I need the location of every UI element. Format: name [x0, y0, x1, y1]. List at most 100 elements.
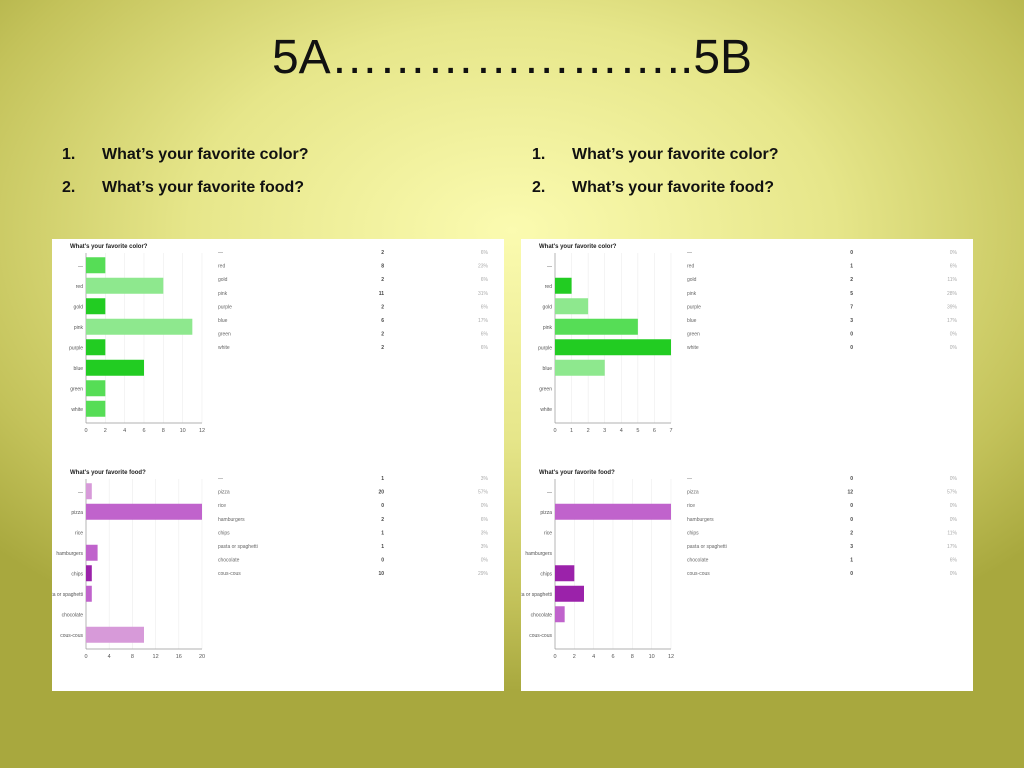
category-label: pasta or spaghetti — [521, 592, 552, 598]
table-count: 1 — [381, 476, 384, 482]
bar — [555, 585, 584, 602]
x-tick-label: 6 — [142, 428, 145, 434]
x-tick-label: 0 — [553, 428, 556, 434]
category-label: blue — [74, 366, 84, 372]
bar — [555, 359, 605, 376]
table-percent: 0% — [481, 503, 489, 509]
table-count: 2 — [381, 517, 384, 523]
color-chart-5b: What's your favorite color? 0 1 2 3 4 5 6 7 — — 0 0%… — [538, 244, 958, 434]
bar — [86, 339, 106, 356]
x-tick-label: 4 — [123, 428, 126, 434]
food-chart-5b: What's your favorite food?0 2 4 6 8 10 12—— 0 0%… — [521, 470, 958, 660]
question-item: 2. What’s your favorite food? — [62, 179, 309, 212]
bar — [86, 359, 144, 376]
table-category: purple — [218, 304, 232, 310]
x-tick-label: 10 — [180, 428, 186, 434]
bar — [555, 503, 671, 520]
table-percent: 17% — [947, 544, 958, 550]
x-tick-label: 20 — [199, 654, 205, 660]
table-category: gold — [687, 277, 697, 283]
x-tick-label: 3 — [603, 428, 606, 434]
table-percent: 6% — [481, 332, 489, 338]
bar — [86, 400, 106, 417]
table-count: 1 — [381, 544, 384, 550]
x-tick-label: 4 — [108, 654, 111, 660]
category-label: chips — [540, 571, 552, 577]
table-category: green — [218, 332, 231, 338]
results-panel-5a: What's your favorite color? 0 2 4 6 8 10 12— —2 6… — [52, 239, 504, 691]
table-count: 1 — [850, 264, 853, 270]
bar — [86, 380, 106, 397]
category-label: green — [70, 386, 83, 392]
bar — [86, 318, 193, 335]
table-percent: 0% — [950, 517, 958, 523]
bar — [555, 277, 572, 294]
category-label: purple — [538, 345, 552, 351]
question-list-5b: 1. What’s your favorite color? 2. What’s… — [532, 146, 779, 212]
table-category: purple — [687, 304, 701, 310]
bar — [86, 257, 106, 274]
table-percent: 6% — [950, 264, 958, 270]
table-count: 0 — [850, 332, 853, 338]
table-count: 0 — [381, 558, 384, 564]
x-tick-label: 2 — [587, 428, 590, 434]
table-count: 2 — [381, 332, 384, 338]
bar — [86, 298, 106, 315]
table-category: cous-cous — [687, 571, 710, 577]
question-number: 1. — [62, 146, 76, 163]
category-label: — — [547, 263, 552, 269]
table-count: 2 — [381, 304, 384, 310]
table-count: 3 — [850, 318, 853, 324]
x-tick-label: 6 — [611, 654, 614, 660]
question-item: 1. What’s your favorite color? — [62, 146, 309, 179]
table-percent: 0% — [950, 332, 958, 338]
category-label: hamburgers — [525, 551, 552, 557]
table-percent: 6% — [950, 558, 958, 564]
category-label: gold — [543, 304, 553, 310]
category-label: pizza — [540, 510, 552, 516]
category-label: white — [71, 407, 83, 413]
table-count: 0 — [850, 517, 853, 523]
table-percent: 3% — [481, 476, 489, 482]
table-percent: 6% — [481, 345, 489, 351]
table-percent: 6% — [481, 250, 489, 256]
x-tick-label: 10 — [649, 654, 655, 660]
table-category: — — [687, 476, 692, 482]
table-category: hamburgers — [687, 517, 714, 523]
x-tick-label: 16 — [176, 654, 182, 660]
table-percent: 28% — [947, 291, 958, 297]
category-label: cous-cous — [529, 633, 552, 639]
table-category: chips — [218, 530, 230, 536]
table-percent: 6% — [481, 304, 489, 310]
table-category: blue — [218, 318, 228, 324]
x-tick-label: 12 — [199, 428, 205, 434]
question-text: What’s your favorite color? — [102, 146, 309, 163]
category-label: pizza — [71, 510, 83, 516]
table-percent: 23% — [478, 264, 489, 270]
question-text: What’s your favorite color? — [572, 146, 779, 163]
table-count: 10 — [378, 571, 384, 577]
category-label: red — [76, 284, 83, 290]
table-count: 2 — [381, 250, 384, 256]
table-percent: 3% — [481, 530, 489, 536]
bar — [86, 585, 92, 602]
food-chart-5a: What's your favorite food?0 4 8 12 16 20—— 1 3%… — [52, 470, 489, 660]
color-chart-5a: What's your favorite color? 0 2 4 6 8 10 12 — — 2 6… — [69, 244, 489, 434]
table-category: pasta or spaghetti — [218, 544, 258, 550]
table-count: 1 — [381, 530, 384, 536]
question-item: 2. What’s your favorite food? — [532, 179, 779, 212]
x-tick-label: 8 — [131, 654, 134, 660]
category-label: chips — [71, 571, 83, 577]
table-count: 0 — [850, 571, 853, 577]
table-count: 0 — [850, 345, 853, 351]
table-count: 12 — [847, 490, 853, 496]
category-label: hamburgers — [56, 551, 83, 557]
table-percent: 17% — [478, 318, 489, 324]
table-percent: 0% — [481, 558, 489, 564]
bar — [86, 626, 144, 643]
table-category: chips — [687, 530, 699, 536]
category-label: chocolate — [531, 612, 553, 618]
bar — [86, 483, 92, 500]
table-count: 20 — [378, 490, 384, 496]
x-tick-label: 4 — [592, 654, 595, 660]
